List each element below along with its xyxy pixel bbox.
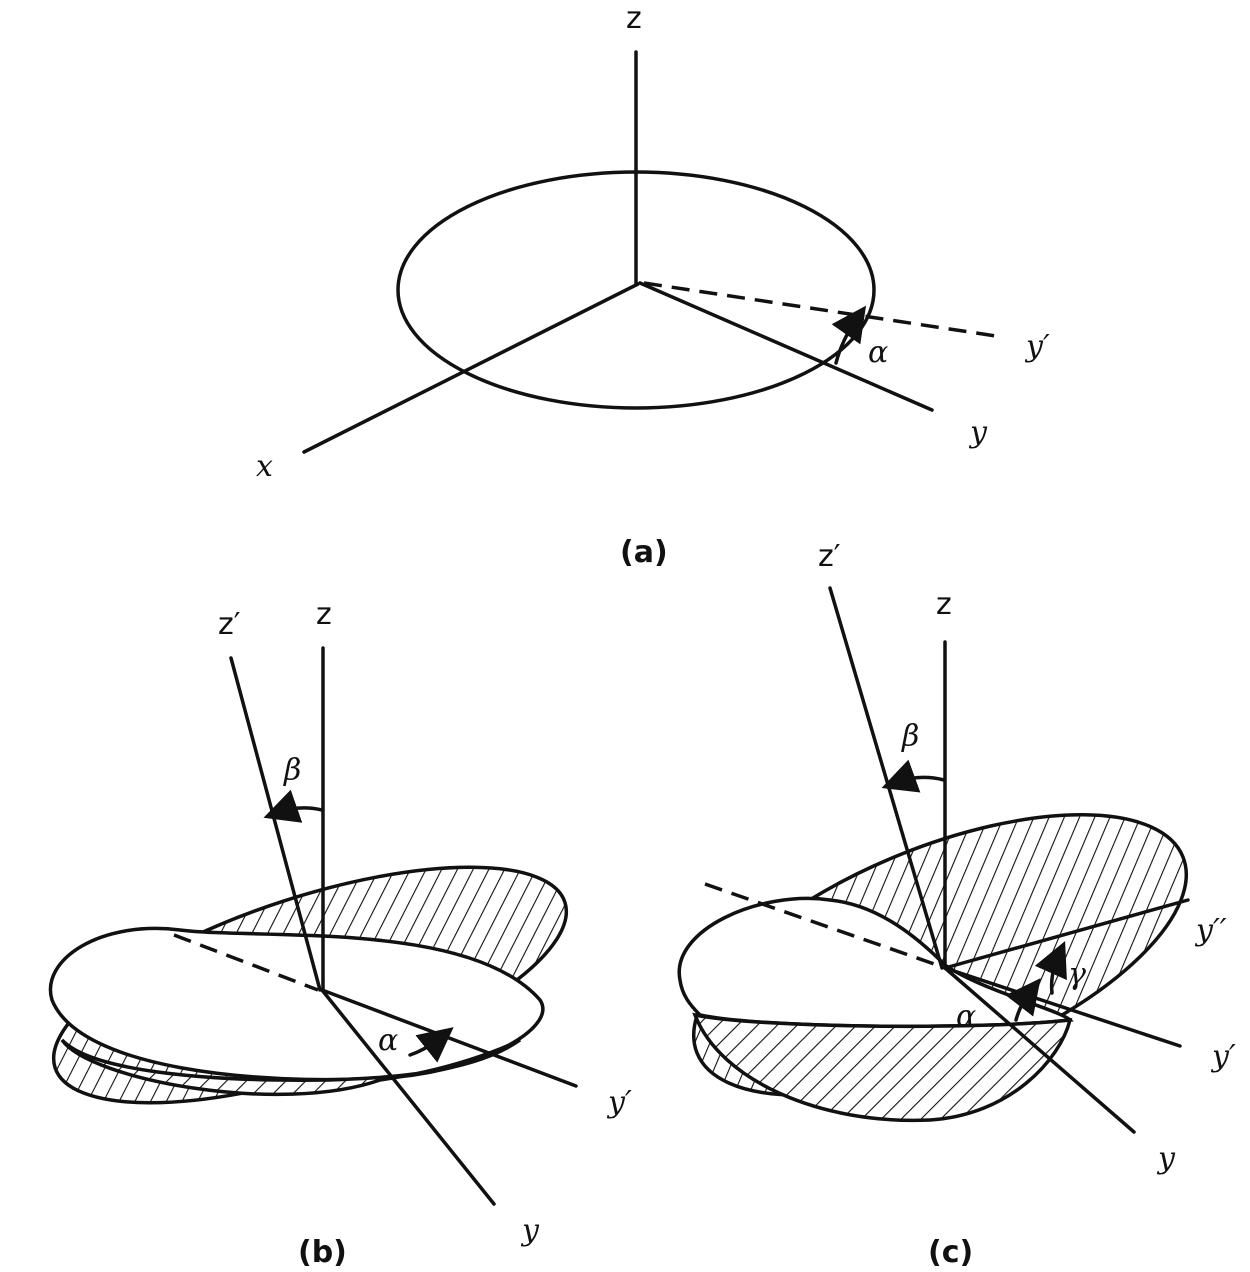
panel-c-label-y-double-prime: y′′ bbox=[1194, 913, 1227, 948]
panel-c-beta-arc bbox=[881, 759, 946, 793]
panel-a-label-alpha: α bbox=[868, 335, 888, 370]
panel-a-x-axis bbox=[302, 282, 640, 454]
panel-b-tilted-plane-lower bbox=[60, 1038, 522, 1097]
panel-b-label-z: z bbox=[316, 597, 332, 632]
panel-c-label-beta: β bbox=[901, 719, 919, 754]
panel-b-z-prime-axis bbox=[229, 656, 322, 992]
panel-c-label-z: z bbox=[936, 587, 952, 622]
panel-c-label-gamma: γ bbox=[1068, 957, 1086, 992]
panel-c-y-prime-axis bbox=[943, 966, 1182, 1048]
panel-a-y-axis bbox=[638, 281, 934, 412]
panel-c-y-double-prime-axis bbox=[943, 898, 1190, 970]
panel-a: z x y y′ α (a) bbox=[256, 1, 1050, 570]
panel-a-y-prime-axis-dashed bbox=[643, 281, 997, 338]
panel-b-label-y: y bbox=[520, 1213, 540, 1248]
panel-b-label-alpha: α bbox=[378, 1023, 398, 1058]
panel-b-dashed-line bbox=[173, 933, 319, 992]
panel-b-beta-arc bbox=[263, 789, 324, 823]
panel-b-caption: (b) bbox=[298, 1235, 347, 1270]
panel-b-y-axis bbox=[320, 988, 496, 1206]
panel-c-tilted-plane-lower bbox=[692, 1012, 1073, 1123]
panel-c-caption: (c) bbox=[928, 1235, 973, 1270]
panel-c-label-y: y bbox=[1156, 1141, 1176, 1176]
panel-c-label-alpha: α bbox=[956, 999, 976, 1034]
panel-c-gamma-arc bbox=[1034, 941, 1067, 995]
panel-b-label-z-prime: z′ bbox=[218, 607, 241, 642]
panel-a-label-y-prime: y′ bbox=[1024, 329, 1050, 364]
panel-b-label-y-prime: y′ bbox=[606, 1085, 632, 1120]
panel-c-alpha-arc bbox=[1005, 978, 1041, 1022]
panel-c-label-z-prime: z′ bbox=[818, 539, 841, 574]
panel-a-label-y: y bbox=[968, 415, 988, 450]
panel-a-label-x: x bbox=[256, 449, 273, 484]
panel-c: z z′ β α γ y′′ y′ y (c) bbox=[677, 539, 1236, 1270]
panel-c-dashed-line bbox=[704, 882, 941, 968]
panel-a-alpha-arc bbox=[831, 305, 867, 365]
panel-a-caption: (a) bbox=[620, 535, 668, 570]
panel-c-label-y-prime: y′ bbox=[1210, 1039, 1236, 1074]
panel-b: z z′ β α y′ y (b) bbox=[48, 597, 632, 1270]
panel-c-y-axis bbox=[943, 966, 1136, 1134]
panel-b-alpha-arc bbox=[408, 1027, 454, 1063]
panel-a-label-z: z bbox=[626, 1, 642, 36]
panel-b-label-beta: β bbox=[283, 753, 301, 788]
